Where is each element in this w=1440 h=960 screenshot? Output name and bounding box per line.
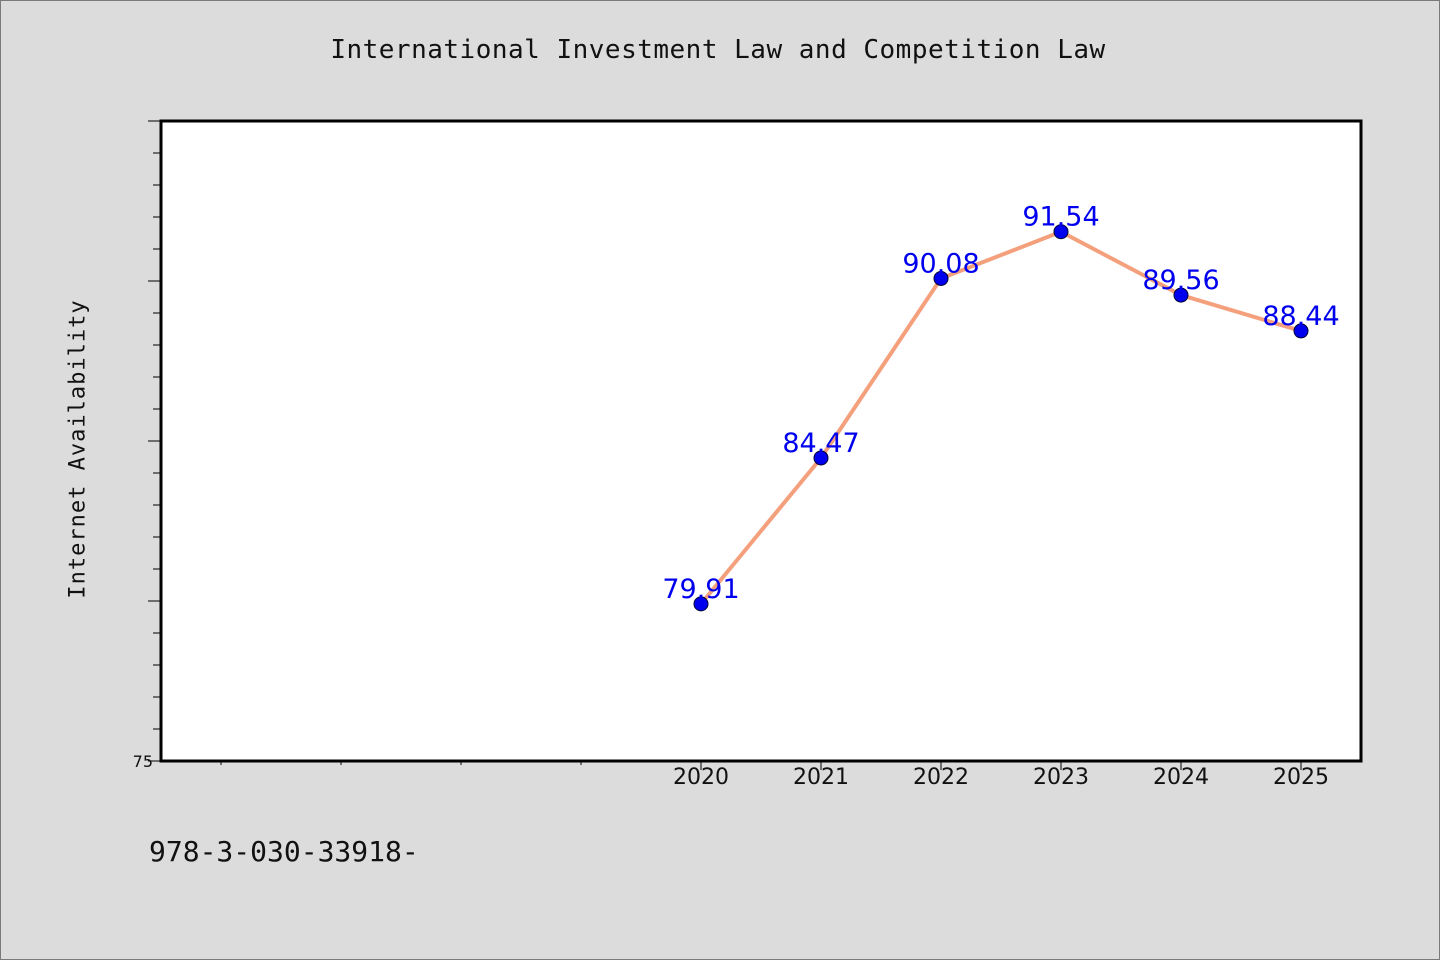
- data-label: 91.54: [1022, 202, 1099, 233]
- x-tick-label: 2022: [913, 765, 969, 790]
- x-tick-label: 2025: [1273, 765, 1329, 790]
- series-line: [699, 229, 1302, 606]
- data-label: 89.56: [1142, 265, 1219, 296]
- data-label: 88.44: [1262, 301, 1339, 332]
- data-label: 79.91: [662, 574, 739, 605]
- y-tick-label: 75: [133, 752, 153, 771]
- data-point: [813, 450, 829, 466]
- y-axis-ticks: 75: [133, 120, 161, 771]
- data-point: [693, 596, 709, 612]
- x-tick-label: 2021: [793, 765, 849, 790]
- data-point: [1173, 287, 1189, 303]
- chart-title: International Investment Law and Competi…: [330, 35, 1106, 65]
- x-tick-label: 2020: [673, 765, 729, 790]
- data-label: 84.47: [782, 428, 859, 459]
- footer-code: 978-3-030-33918-: [149, 835, 419, 868]
- series-markers: [693, 224, 1309, 612]
- x-tick-label: 2023: [1033, 765, 1089, 790]
- data-point: [933, 270, 949, 286]
- x-tick-label: 2024: [1153, 765, 1209, 790]
- plot-background: [161, 121, 1361, 761]
- data-label: 90.08: [902, 248, 979, 279]
- data-point: [1053, 224, 1069, 240]
- data-labels: 79.91 84.47 90.08 91.54 89.56 88.44: [662, 202, 1339, 605]
- data-point: [1293, 323, 1309, 339]
- x-axis-ticks: 2020 2021 2022 2023 2024 2025: [220, 761, 1329, 790]
- plot-frame: [159, 119, 1363, 763]
